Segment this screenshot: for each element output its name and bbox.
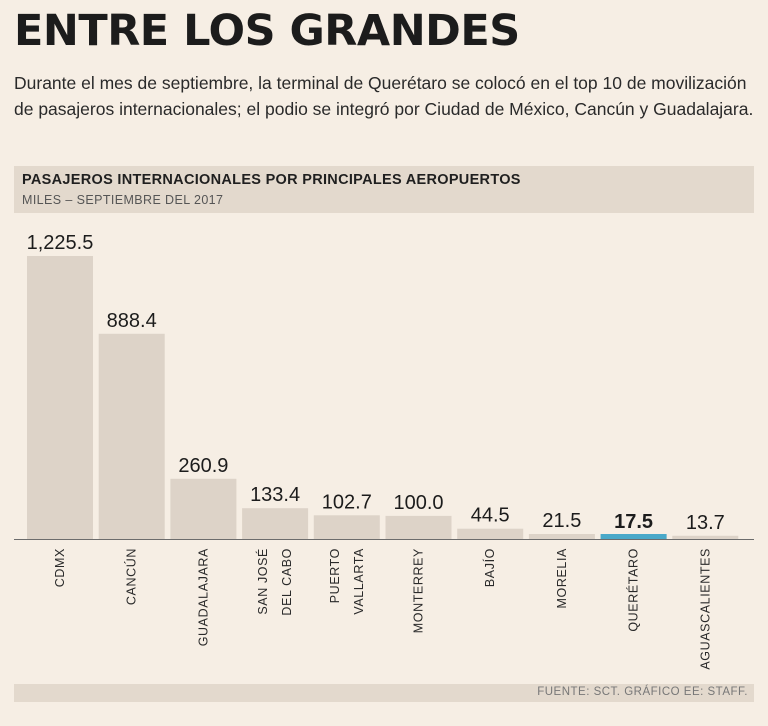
bar-4	[313, 515, 380, 539]
value-label-7: 21.5	[542, 510, 581, 532]
chart-subtitle: MILES – SEPTIEMBRE DEL 2017	[22, 193, 224, 207]
category-label-2: GUADALAJARA	[196, 548, 210, 646]
svg-text:QUERÉTARO: QUERÉTARO	[626, 548, 641, 632]
svg-text:VALLARTA: VALLARTA	[352, 548, 366, 615]
svg-text:MONTERREY: MONTERREY	[412, 548, 426, 633]
svg-text:PUERTO: PUERTO	[328, 548, 342, 603]
description: Durante el mes de septiembre, la termina…	[14, 73, 754, 119]
category-label-7: MORELIA	[555, 548, 569, 609]
category-label-3: SAN JOSÉ DEL CABO	[255, 548, 294, 616]
svg-text:CDMX: CDMX	[53, 548, 67, 587]
value-label-8: 17.5	[614, 511, 653, 533]
value-label-9: 13.7	[686, 512, 725, 534]
bar-7	[528, 534, 595, 539]
bar-6	[457, 528, 524, 539]
category-label-0: CDMX	[53, 548, 67, 587]
source-note: FUENTE: SCT. GRÁFICO EE: STAFF.	[537, 686, 748, 698]
value-label-3: 133.4	[250, 484, 300, 506]
bar-highlight	[600, 534, 667, 539]
svg-text:MORELIA: MORELIA	[555, 548, 569, 609]
value-label-0: 1,225.5	[27, 232, 94, 254]
value-label-4: 102.7	[322, 491, 372, 513]
value-label-5: 100.0	[393, 492, 443, 514]
svg-text:GUADALAJARA: GUADALAJARA	[196, 548, 210, 646]
svg-text:DEL CABO: DEL CABO	[280, 548, 294, 616]
svg-text:BAJÍO: BAJÍO	[482, 548, 497, 587]
bar-0	[27, 256, 93, 539]
category-label-5: MONTERREY	[412, 548, 426, 633]
bar-3	[242, 508, 309, 539]
bar-5	[385, 515, 452, 539]
category-label-9: AGUASCALIENTES	[698, 548, 712, 670]
value-label-6: 44.5	[471, 505, 510, 527]
svg-text:CANCÚN: CANCÚN	[124, 548, 139, 605]
chart-title: PASAJEROS INTERNACIONALES POR PRINCIPALE…	[22, 172, 521, 188]
footer-bar: FUENTE: SCT. GRÁFICO EE: STAFF.	[14, 684, 754, 702]
bar-1	[98, 333, 165, 539]
category-label-6: BAJÍO	[482, 548, 497, 587]
svg-text:SAN JOSÉ: SAN JOSÉ	[255, 548, 270, 615]
svg-text:AGUASCALIENTES: AGUASCALIENTES	[698, 548, 712, 670]
value-label-1: 888.4	[107, 310, 157, 332]
category-label-4: PUERTO VALLARTA	[328, 548, 366, 615]
headline: ENTRE LOS GRANDES	[14, 6, 520, 56]
bar-9	[672, 535, 739, 539]
bar-2	[170, 478, 237, 539]
value-label-2: 260.9	[178, 455, 228, 477]
category-label-8: QUERÉTARO	[626, 548, 641, 632]
chart-header: PASAJEROS INTERNACIONALES POR PRINCIPALE…	[14, 166, 754, 213]
category-label-1: CANCÚN	[124, 548, 139, 605]
